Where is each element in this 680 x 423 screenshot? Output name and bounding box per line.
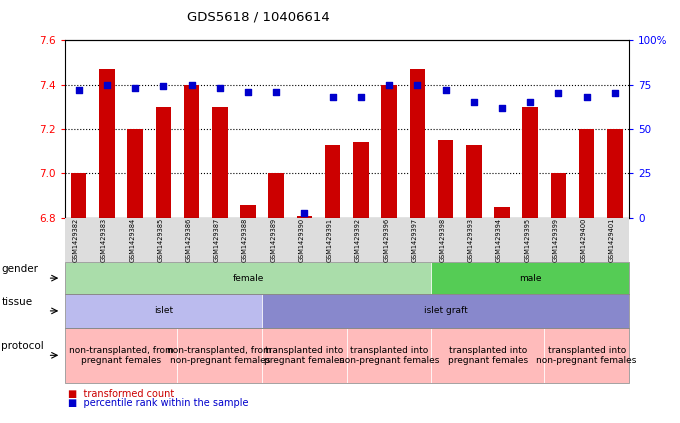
Text: GSM1429383: GSM1429383	[101, 218, 107, 262]
Text: GSM1429385: GSM1429385	[157, 218, 163, 262]
Text: GSM1429400: GSM1429400	[581, 218, 587, 262]
Text: GSM1429393: GSM1429393	[468, 218, 474, 262]
Text: tissue: tissue	[1, 297, 33, 307]
Bar	[184, 85, 199, 218]
Bar	[579, 129, 594, 218]
Point	[243, 88, 254, 95]
Point	[186, 81, 197, 88]
Text: gender: gender	[1, 264, 38, 274]
Point	[581, 93, 592, 100]
Point	[299, 209, 310, 216]
Point	[271, 88, 282, 95]
Point	[525, 99, 536, 106]
Text: GSM1429397: GSM1429397	[411, 218, 418, 262]
Text: GSM1429399: GSM1429399	[552, 218, 558, 262]
Bar	[381, 85, 397, 218]
Point	[158, 83, 169, 90]
Point	[327, 93, 338, 100]
Bar	[466, 145, 481, 218]
Text: islet graft: islet graft	[424, 306, 467, 316]
Text: ■  percentile rank within the sample: ■ percentile rank within the sample	[68, 398, 248, 408]
Point	[496, 104, 507, 111]
Bar	[409, 69, 425, 218]
Point	[130, 85, 141, 91]
Text: GSM1429391: GSM1429391	[326, 218, 333, 262]
Point	[553, 90, 564, 97]
Point	[440, 87, 451, 93]
Text: non-transplanted, from
non-pregnant females: non-transplanted, from non-pregnant fema…	[167, 346, 272, 365]
Point	[101, 81, 112, 88]
Text: GSM1429387: GSM1429387	[214, 218, 220, 262]
Bar	[240, 205, 256, 218]
Text: GSM1429386: GSM1429386	[186, 218, 192, 262]
Point	[73, 87, 84, 93]
Text: transplanted into
non-pregnant females: transplanted into non-pregnant females	[339, 346, 439, 365]
Bar	[269, 173, 284, 218]
Text: transplanted into
pregnant females: transplanted into pregnant females	[265, 346, 345, 365]
Text: GSM1429389: GSM1429389	[270, 218, 276, 262]
Bar	[71, 173, 86, 218]
Text: GSM1429392: GSM1429392	[355, 218, 361, 262]
Text: GSM1429390: GSM1429390	[299, 218, 305, 262]
Text: protocol: protocol	[1, 341, 44, 351]
Point	[469, 99, 479, 106]
Text: GSM1429382: GSM1429382	[73, 218, 79, 262]
Text: GDS5618 / 10406614: GDS5618 / 10406614	[187, 11, 330, 24]
Text: GSM1429395: GSM1429395	[524, 218, 530, 262]
Text: GSM1429384: GSM1429384	[129, 218, 135, 262]
Bar	[438, 140, 454, 218]
Text: islet: islet	[154, 306, 173, 316]
Bar	[325, 145, 341, 218]
Bar	[522, 107, 538, 218]
Text: GSM1429394: GSM1429394	[496, 218, 502, 262]
Point	[384, 81, 394, 88]
Point	[214, 85, 225, 91]
Text: transplanted into
pregnant females: transplanted into pregnant females	[448, 346, 528, 365]
Text: ■  transformed count: ■ transformed count	[68, 389, 174, 399]
Text: non-transplanted, from
pregnant females: non-transplanted, from pregnant females	[69, 346, 173, 365]
Bar	[607, 129, 623, 218]
Text: GSM1429396: GSM1429396	[383, 218, 389, 262]
Point	[609, 90, 620, 97]
Text: GSM1429398: GSM1429398	[439, 218, 445, 262]
Text: transplanted into
non-pregnant females: transplanted into non-pregnant females	[537, 346, 637, 365]
Bar	[156, 107, 171, 218]
Text: GSM1429401: GSM1429401	[609, 218, 615, 262]
Point	[356, 93, 367, 100]
Bar	[99, 69, 115, 218]
Bar	[353, 143, 369, 218]
Bar	[296, 216, 312, 218]
Text: female: female	[233, 274, 264, 283]
Text: male: male	[519, 274, 541, 283]
Bar	[127, 129, 143, 218]
Bar	[551, 173, 566, 218]
Bar	[494, 207, 510, 218]
Text: GSM1429388: GSM1429388	[242, 218, 248, 262]
Bar	[212, 107, 228, 218]
Point	[412, 81, 423, 88]
